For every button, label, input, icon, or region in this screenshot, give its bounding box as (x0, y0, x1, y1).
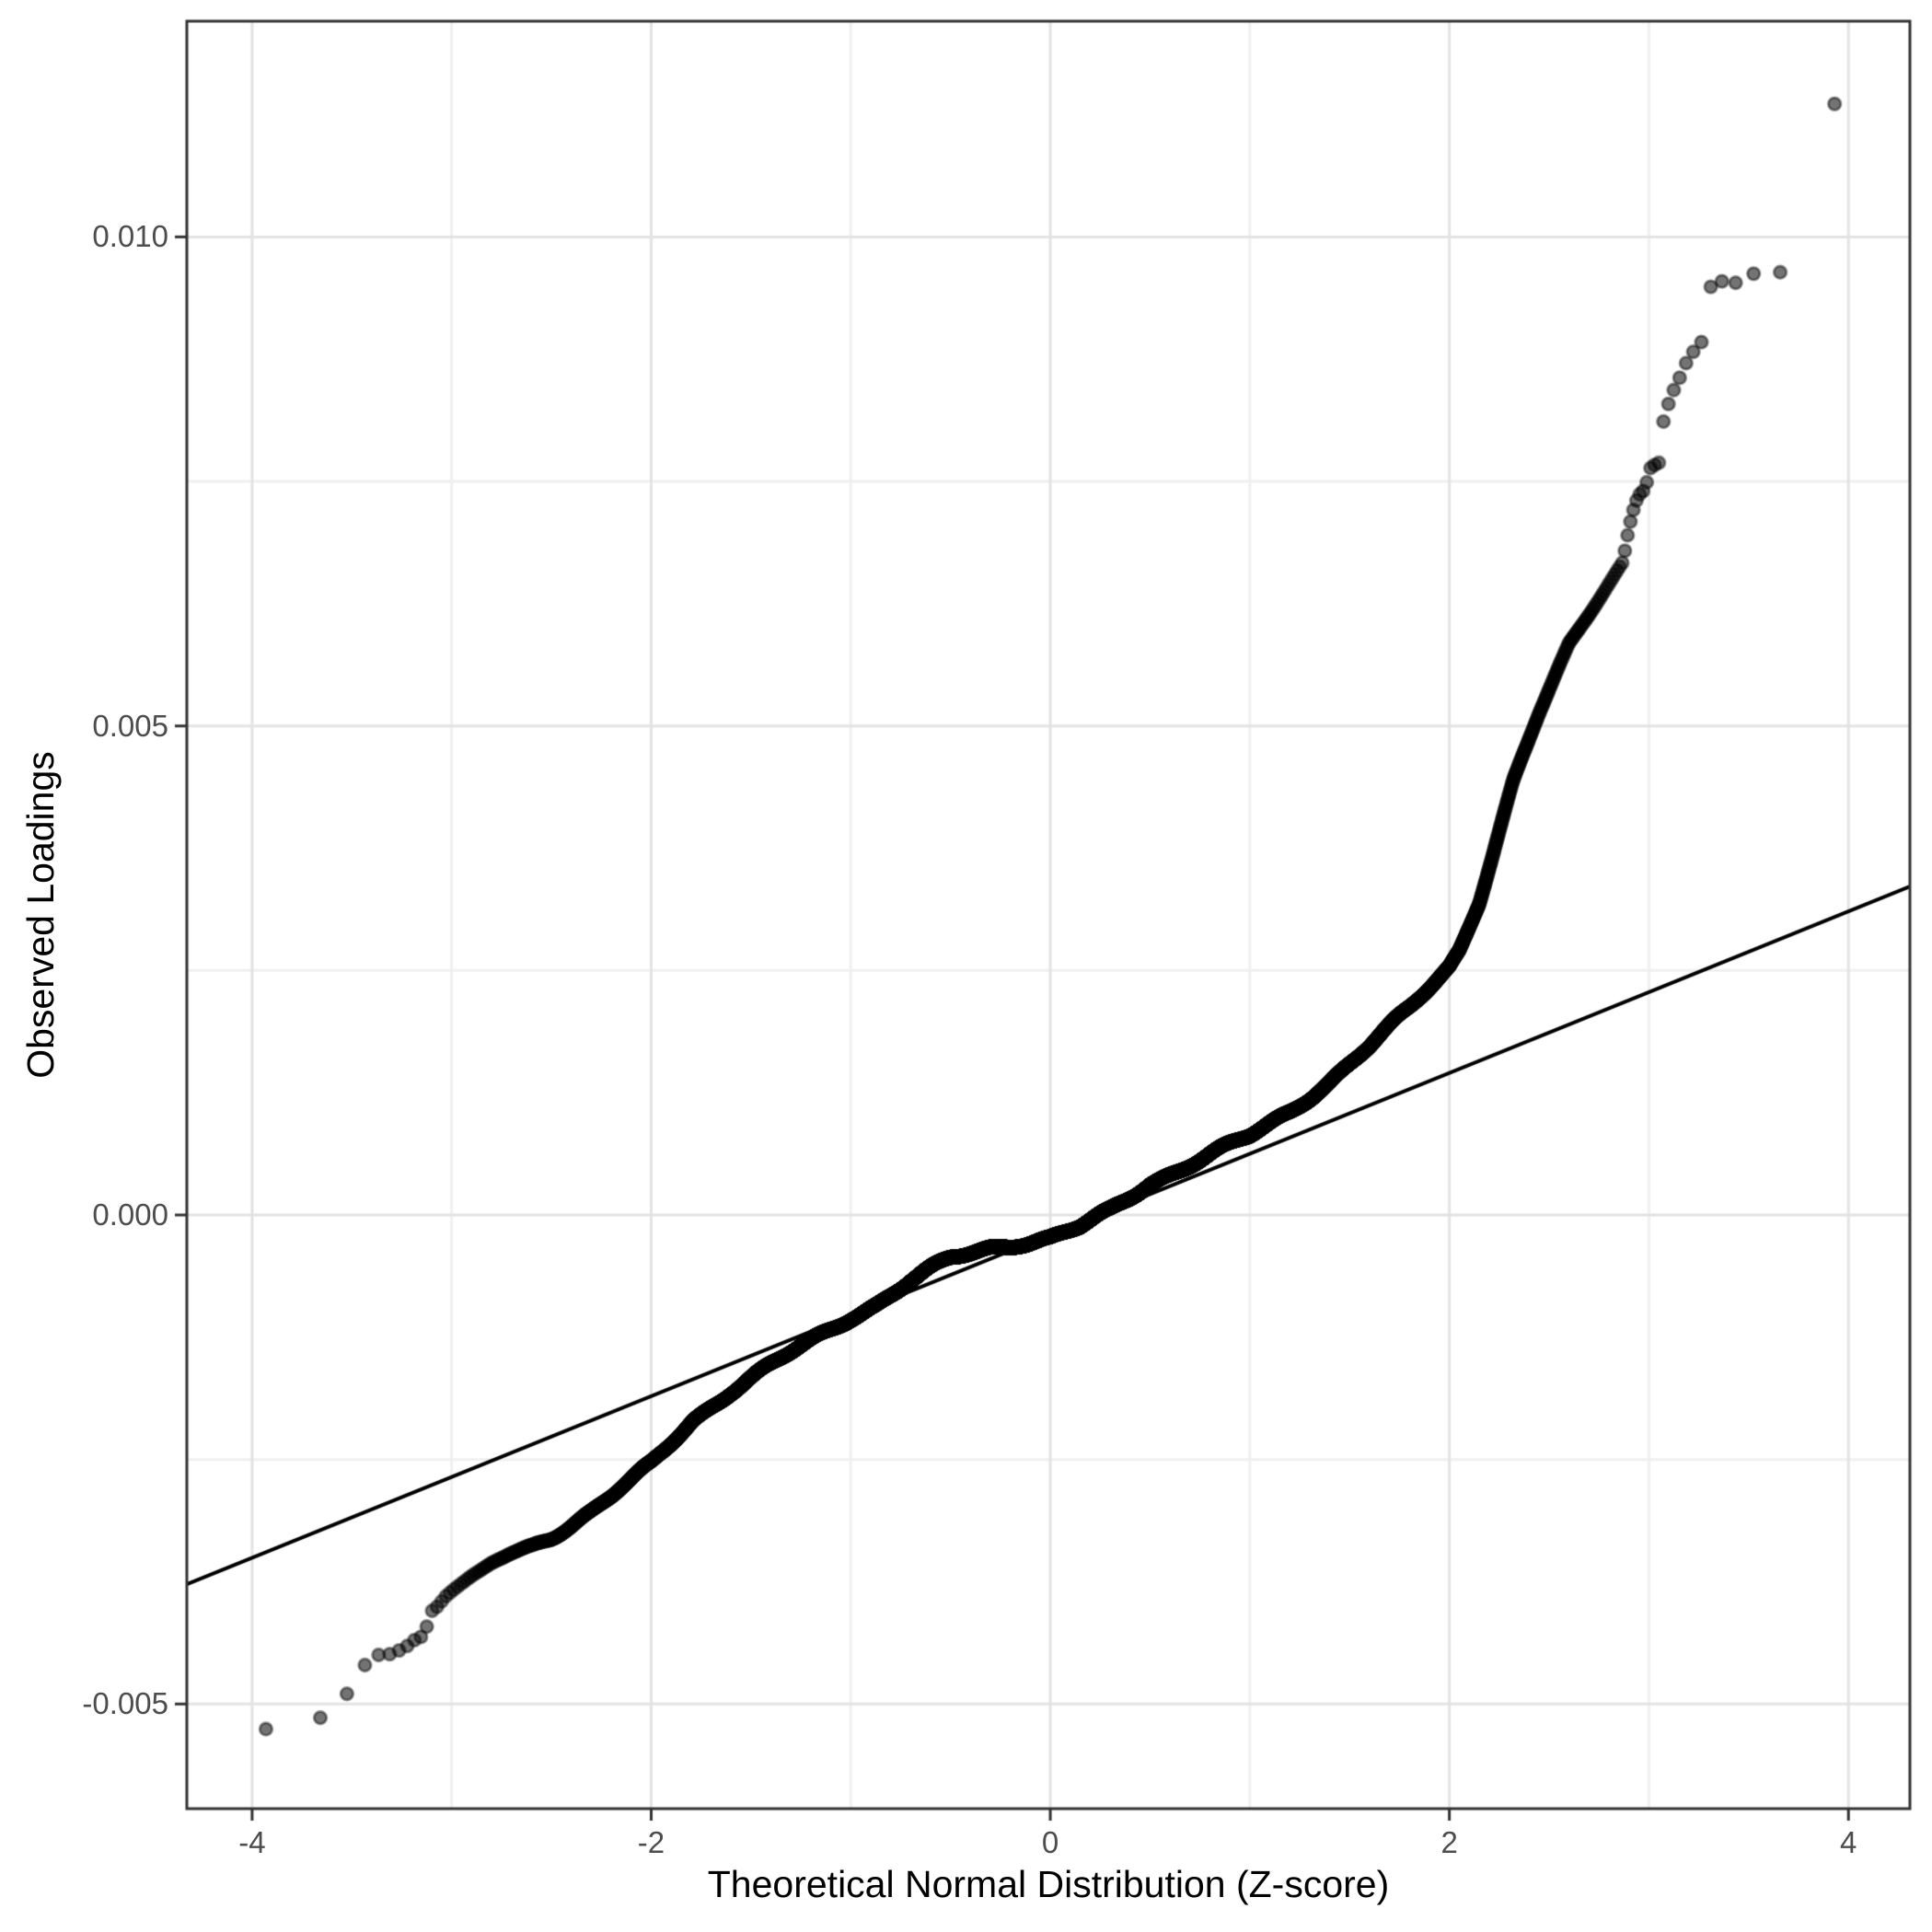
x-tick-label: -2 (637, 1825, 665, 1859)
y-tick-label: -0.005 (82, 1686, 168, 1721)
x-tick-label: 0 (1041, 1825, 1059, 1859)
y-tick-label: 0.010 (92, 219, 168, 254)
y-tick-label: 0.000 (92, 1197, 168, 1232)
y-axis-title: Observed Loadings (19, 751, 62, 1079)
x-tick-label: 4 (1840, 1825, 1857, 1859)
x-tick-label: -4 (238, 1825, 266, 1859)
y-tick-label: 0.005 (92, 708, 168, 743)
x-axis-title: Theoretical Normal Distribution (Z-score… (707, 1863, 1390, 1905)
x-tick-label: 2 (1440, 1825, 1458, 1859)
